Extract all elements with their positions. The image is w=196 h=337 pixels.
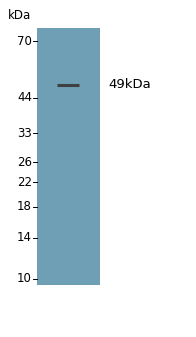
Text: 26: 26 xyxy=(17,156,32,168)
Text: 44: 44 xyxy=(17,91,32,104)
Text: kDa: kDa xyxy=(8,9,31,22)
Text: 33: 33 xyxy=(17,126,32,140)
Text: 70: 70 xyxy=(17,35,32,48)
Bar xyxy=(37,28,100,285)
Text: 49kDa: 49kDa xyxy=(108,78,151,91)
Text: 10: 10 xyxy=(17,272,32,285)
Text: 18: 18 xyxy=(17,201,32,214)
Text: 22: 22 xyxy=(17,176,32,189)
Text: 14: 14 xyxy=(17,231,32,244)
